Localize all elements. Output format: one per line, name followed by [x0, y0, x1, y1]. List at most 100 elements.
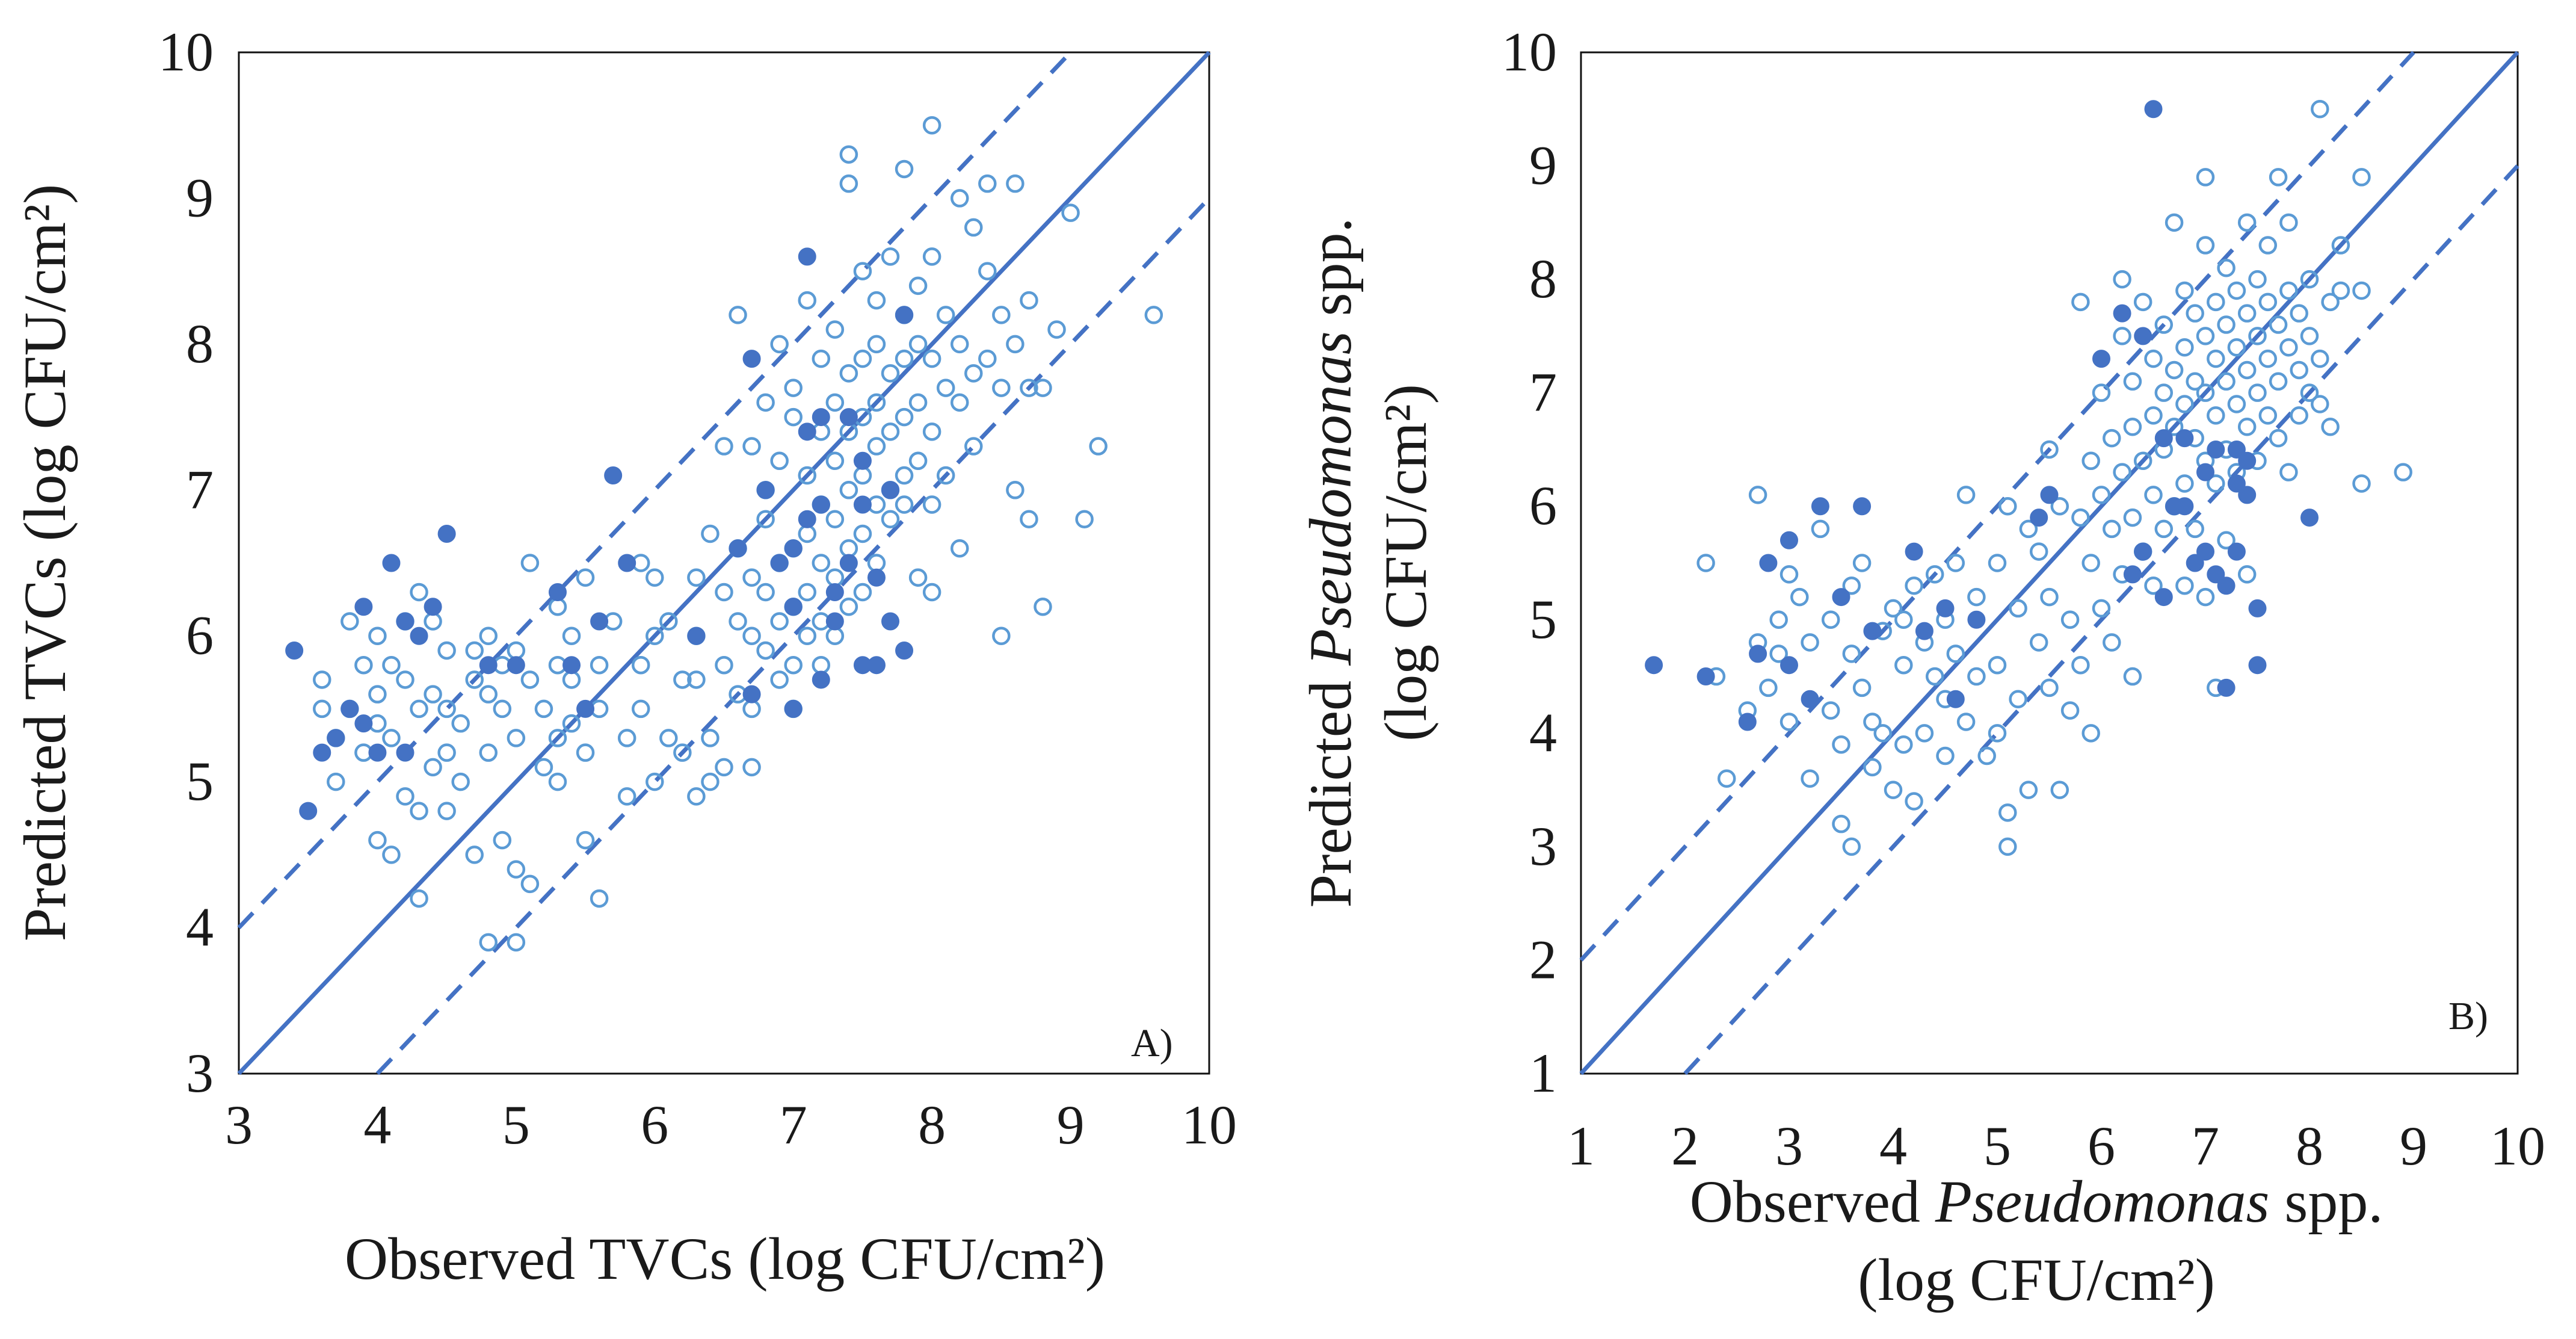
panel-b-y-tick-label: 2	[1529, 929, 1557, 990]
open-data-point	[1967, 587, 1986, 607]
filled-data-point	[2113, 304, 2131, 323]
panel-a-x-tick-label: 3	[225, 1094, 253, 1155]
open-data-point	[1998, 496, 2017, 516]
open-data-point	[2060, 610, 2080, 629]
open-data-point	[812, 554, 831, 572]
panel-b-y-title-part-1: Predicted	[1297, 666, 1364, 908]
open-data-point	[867, 393, 886, 412]
open-data-point	[479, 743, 498, 762]
open-data-point	[867, 437, 886, 456]
open-data-point	[2009, 690, 2027, 709]
filled-data-point	[382, 554, 401, 572]
filled-data-point	[1696, 667, 1715, 686]
open-data-point	[922, 583, 941, 602]
open-data-point	[590, 889, 609, 908]
open-data-point	[2311, 100, 2329, 119]
open-data-point	[2071, 508, 2090, 527]
open-data-point	[2029, 633, 2048, 652]
open-data-point	[2227, 281, 2246, 300]
filled-data-point	[812, 408, 830, 427]
open-data-point	[2175, 338, 2194, 357]
open-data-point	[825, 451, 845, 471]
filled-data-point	[618, 554, 636, 572]
open-data-point	[382, 655, 401, 675]
open-data-point	[715, 437, 733, 456]
open-data-point	[812, 349, 831, 368]
open-data-point	[2103, 519, 2121, 539]
filled-data-point	[742, 685, 761, 704]
open-data-point	[701, 524, 719, 543]
open-data-point	[2300, 383, 2319, 402]
open-data-point	[839, 481, 858, 499]
open-data-point	[853, 262, 872, 280]
open-data-point	[617, 729, 636, 747]
open-data-point	[2279, 213, 2298, 232]
open-data-point	[2331, 236, 2350, 255]
filled-data-point	[825, 612, 844, 631]
filled-data-point	[1780, 656, 1798, 675]
open-data-point	[1998, 837, 2017, 856]
filled-data-point	[2175, 497, 2194, 516]
open-data-point	[687, 670, 706, 689]
open-data-point	[1034, 597, 1052, 616]
open-data-point	[922, 349, 941, 368]
open-data-point	[2175, 395, 2194, 413]
open-data-point	[1956, 713, 1976, 731]
panel-a-y-tick-label: 3	[186, 1042, 214, 1104]
open-data-point	[2133, 292, 2152, 312]
open-data-point	[1821, 701, 1840, 720]
filled-data-point	[1905, 542, 1923, 561]
panel-b-y-tick-label: 5	[1529, 589, 1557, 650]
open-data-point	[2258, 349, 2278, 368]
panel-a-line-of-equality	[237, 51, 1211, 1075]
filled-data-point	[1780, 531, 1798, 549]
open-data-point	[437, 802, 456, 820]
open-data-point	[2300, 327, 2319, 345]
open-data-point	[1936, 746, 1955, 765]
open-data-point	[520, 670, 540, 689]
open-data-point	[410, 802, 428, 820]
filled-data-point	[1946, 690, 1965, 708]
open-data-point	[2133, 451, 2152, 471]
open-data-point	[2081, 554, 2100, 572]
open-data-point	[673, 743, 692, 762]
open-data-point	[2092, 599, 2111, 618]
open-data-point	[978, 349, 997, 368]
filled-data-point	[881, 481, 900, 499]
open-data-point	[2227, 395, 2246, 413]
open-data-point	[1748, 486, 1767, 504]
open-data-point	[742, 699, 761, 719]
panel-a-label: A)	[1131, 1021, 1173, 1065]
open-data-point	[798, 583, 817, 602]
open-data-point	[2175, 474, 2194, 493]
open-data-point	[2279, 338, 2298, 357]
panel-a-plot-frame	[238, 51, 1210, 1075]
filled-data-point	[604, 466, 623, 485]
panel-b-y-ticks: 1 2 3 4 5 6 7 8 9 10	[1502, 21, 1557, 1104]
open-data-point	[2352, 474, 2371, 493]
open-data-point	[978, 262, 997, 280]
filled-data-point	[742, 350, 761, 368]
open-data-point	[1759, 678, 1778, 697]
open-data-point	[576, 743, 595, 762]
open-data-point	[2321, 292, 2340, 312]
panel-b-x-title-italic: Pseudomonas	[1935, 1168, 2270, 1235]
filled-data-point	[2217, 577, 2236, 595]
open-data-point	[1006, 335, 1025, 354]
filled-data-point	[895, 306, 914, 324]
open-data-point	[2019, 519, 2038, 539]
open-data-point	[1779, 713, 1799, 731]
open-data-point	[493, 830, 512, 850]
open-data-point	[2165, 213, 2184, 232]
open-data-point	[922, 116, 941, 135]
open-data-point	[2196, 383, 2215, 402]
open-data-point	[313, 670, 331, 689]
open-data-point	[1852, 678, 1872, 697]
open-data-point	[936, 379, 955, 397]
open-data-point	[313, 699, 331, 719]
filled-data-point	[2227, 542, 2246, 561]
filled-data-point	[881, 612, 900, 631]
panel-a-x-tick-label: 9	[1057, 1094, 1085, 1155]
filled-data-point	[327, 729, 345, 747]
open-data-point	[2103, 633, 2121, 652]
